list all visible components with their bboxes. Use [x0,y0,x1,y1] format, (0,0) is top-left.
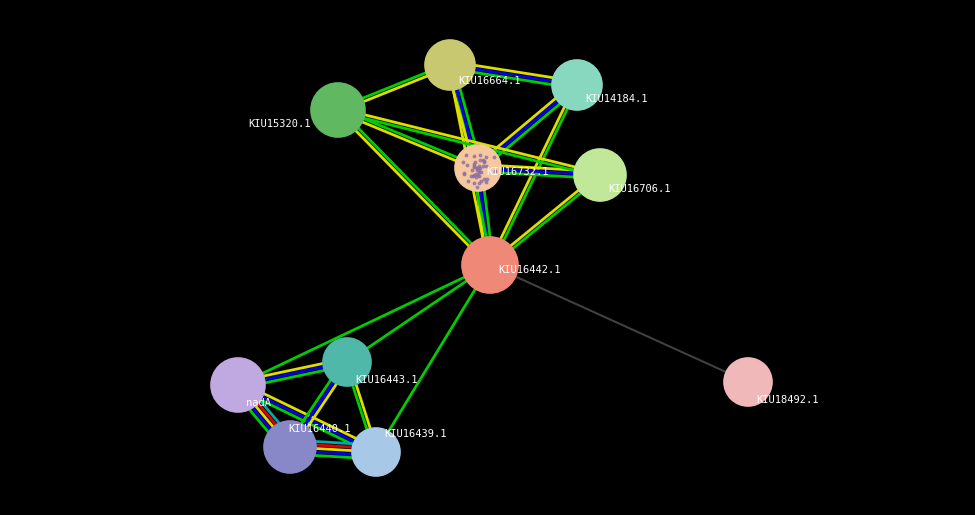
Text: KIU16443.1: KIU16443.1 [355,375,417,385]
Text: KIU16706.1: KIU16706.1 [608,184,671,194]
Circle shape [574,149,626,201]
Text: KIU15320.1: KIU15320.1 [248,119,310,129]
Circle shape [455,145,501,191]
Circle shape [264,421,316,473]
Text: KIU16439.1: KIU16439.1 [384,429,447,439]
Circle shape [552,60,602,110]
Circle shape [211,358,265,412]
Circle shape [425,40,475,90]
Text: KIU18492.1: KIU18492.1 [756,395,818,405]
Circle shape [311,83,365,137]
Circle shape [724,358,772,406]
Circle shape [323,338,371,386]
Text: KIU16442.1: KIU16442.1 [498,265,561,275]
Circle shape [462,237,518,293]
Circle shape [352,428,400,476]
Text: KIU16440.1: KIU16440.1 [288,424,350,434]
Text: KIU14184.1: KIU14184.1 [585,94,647,104]
Text: KIU16664.1: KIU16664.1 [458,76,521,86]
Text: nadA: nadA [246,398,271,408]
Text: KIU16732.1: KIU16732.1 [486,167,549,177]
